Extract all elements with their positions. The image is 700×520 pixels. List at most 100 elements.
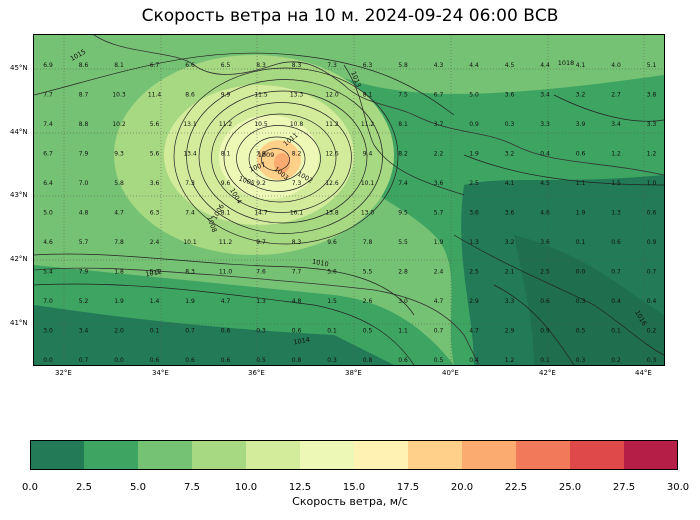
wind-value-label: 4.7 <box>114 210 124 217</box>
wind-value-label: 2.5 <box>469 269 479 276</box>
lon-label: 32°E <box>55 369 72 377</box>
wind-value-label: 0.5 <box>434 357 444 364</box>
wind-value-label: 0.3 <box>576 298 586 305</box>
wind-value-label: 0.4 <box>469 357 479 364</box>
wind-value-label: 1.5 <box>327 298 337 305</box>
isobar-ring <box>211 102 352 213</box>
wind-value-label: 0.3 <box>647 357 657 364</box>
wind-value-label: 0.4 <box>611 298 621 305</box>
colorbar-segment <box>138 440 193 470</box>
wind-value-label: 8.6 <box>185 92 195 99</box>
wind-value-label: 5.1 <box>647 62 657 69</box>
wind-value-label: 11.5 <box>254 92 268 99</box>
isobar-line <box>553 94 664 122</box>
wind-value-label: 0.5 <box>576 328 586 335</box>
wind-value-label: 2.9 <box>505 328 515 335</box>
wind-value-label: 6.3 <box>150 210 160 217</box>
wind-value-label: 12.6 <box>325 180 339 187</box>
lat-label: 41°N <box>10 319 28 327</box>
wind-value-label: 0.2 <box>647 328 657 335</box>
isobar-ring <box>236 125 321 192</box>
wind-value-label: 5.8 <box>398 62 408 69</box>
wind-value-label: 0.8 <box>363 357 373 364</box>
wind-value-label: 10.1 <box>361 180 375 187</box>
wind-value-label: 3.3 <box>505 298 515 305</box>
isobar-line <box>463 154 664 186</box>
wind-value-label: 9.3 <box>114 151 124 158</box>
wind-value-label: 16.1 <box>290 210 304 217</box>
wind-value-label: 8.6 <box>79 62 89 69</box>
wind-value-label: 0.7 <box>434 328 444 335</box>
isobar-line <box>493 284 575 365</box>
wind-value-label: 4.7 <box>434 298 444 305</box>
wind-value-label: 4.7 <box>469 328 479 335</box>
wind-value-label: 0.4 <box>540 151 550 158</box>
wind-value-label: 2.5 <box>469 180 479 187</box>
wind-value-label: 3.6 <box>505 92 515 99</box>
isobar-ring <box>248 136 306 182</box>
colorbar-segment <box>516 440 571 470</box>
wind-value-label: 0.7 <box>611 269 621 276</box>
wind-value-label: 3.0 <box>43 328 53 335</box>
wind-value-label: 6.4 <box>43 180 53 187</box>
wind-value-label: 0.9 <box>469 121 479 128</box>
wind-value-label: 0.5 <box>363 328 373 335</box>
colorbar-segment <box>84 440 139 470</box>
wind-value-label: 1.5 <box>611 180 621 187</box>
colorbar-segment <box>354 440 409 470</box>
wind-value-label: 0.6 <box>185 357 195 364</box>
wind-value-label: 9.5 <box>398 210 408 217</box>
isobar-label: 1010 <box>312 258 330 269</box>
wind-value-label: 0.6 <box>221 328 231 335</box>
lat-label: 43°N <box>10 191 28 199</box>
wind-speed-values: 6.9 8.6 8.1 6.7 6.6 6.5 8.3 8.3 7.3 6.3 5.8 4.3 4.4 4… <box>43 62 656 364</box>
wind-value-label: 0.6 <box>576 151 586 158</box>
colorbar-tick-label: 12.5 <box>288 482 312 493</box>
wind-value-label: 0.6 <box>292 328 302 335</box>
wind-value-label: 11.2 <box>325 121 339 128</box>
wind-value-label: 4.4 <box>469 62 479 69</box>
wind-value-label: 0.3 <box>256 328 266 335</box>
wind-value-label: 2.6 <box>363 298 373 305</box>
wind-value-label: 7.8 <box>114 239 124 246</box>
wind-value-label: 1.9 <box>434 239 444 246</box>
wind-value-label: 0.4 <box>647 298 657 305</box>
wind-value-label: 12.0 <box>325 92 339 99</box>
wind-value-label: 0.8 <box>292 357 302 364</box>
wind-value-label: 4.1 <box>576 62 586 69</box>
wind-value-label: 7.9 <box>79 151 89 158</box>
wind-value-label: 10.5 <box>254 121 268 128</box>
wind-value-label: 0.3 <box>327 357 337 364</box>
colorbar-segment <box>246 440 301 470</box>
wind-value-label: 0.1 <box>576 239 586 246</box>
wind-value-label: 1.3 <box>611 210 621 217</box>
wind-value-label: 0.7 <box>79 357 89 364</box>
lon-label: 44°E <box>635 369 652 377</box>
colorbar-tick-label: 25.0 <box>558 482 582 493</box>
wind-value-label: 5.7 <box>434 210 444 217</box>
wind-value-label: 1.0 <box>647 180 657 187</box>
wind-value-label: 0.6 <box>540 298 550 305</box>
wind-value-label: 7.4 <box>43 121 53 128</box>
colorbar-segment <box>300 440 355 470</box>
colorbar-tick-label: 15.0 <box>342 482 366 493</box>
colorbar-tick-label: 22.5 <box>504 482 528 493</box>
wind-value-label: 3.6 <box>434 180 444 187</box>
isobar-label: 1012 <box>145 268 163 279</box>
wind-value-label: 13.0 <box>361 210 375 217</box>
wind-value-label: 9.4 <box>363 151 373 158</box>
wind-value-label: 0.6 <box>611 239 621 246</box>
isobar-label: 1009 <box>258 151 275 159</box>
wind-value-label: 0.1 <box>150 328 160 335</box>
wind-value-label: 7.4 <box>185 210 195 217</box>
map-canvas: 6.9 8.6 8.1 6.7 6.6 6.5 8.3 8.3 7.3 6.3 5.8 4.3 4.4 4… <box>34 35 664 365</box>
wind-value-label: 1.2 <box>611 151 621 158</box>
wind-value-label: 4.8 <box>292 298 302 305</box>
colorbar-tick-label: 2.5 <box>76 482 92 493</box>
wind-value-label: 3.4 <box>611 121 621 128</box>
wind-value-label: 7.7 <box>292 269 302 276</box>
wind-value-label: 7.0 <box>43 298 53 305</box>
wind-value-label: 4.4 <box>540 62 550 69</box>
wind-value-label: 9.2 <box>256 180 266 187</box>
lat-label: 45°N <box>10 64 28 72</box>
